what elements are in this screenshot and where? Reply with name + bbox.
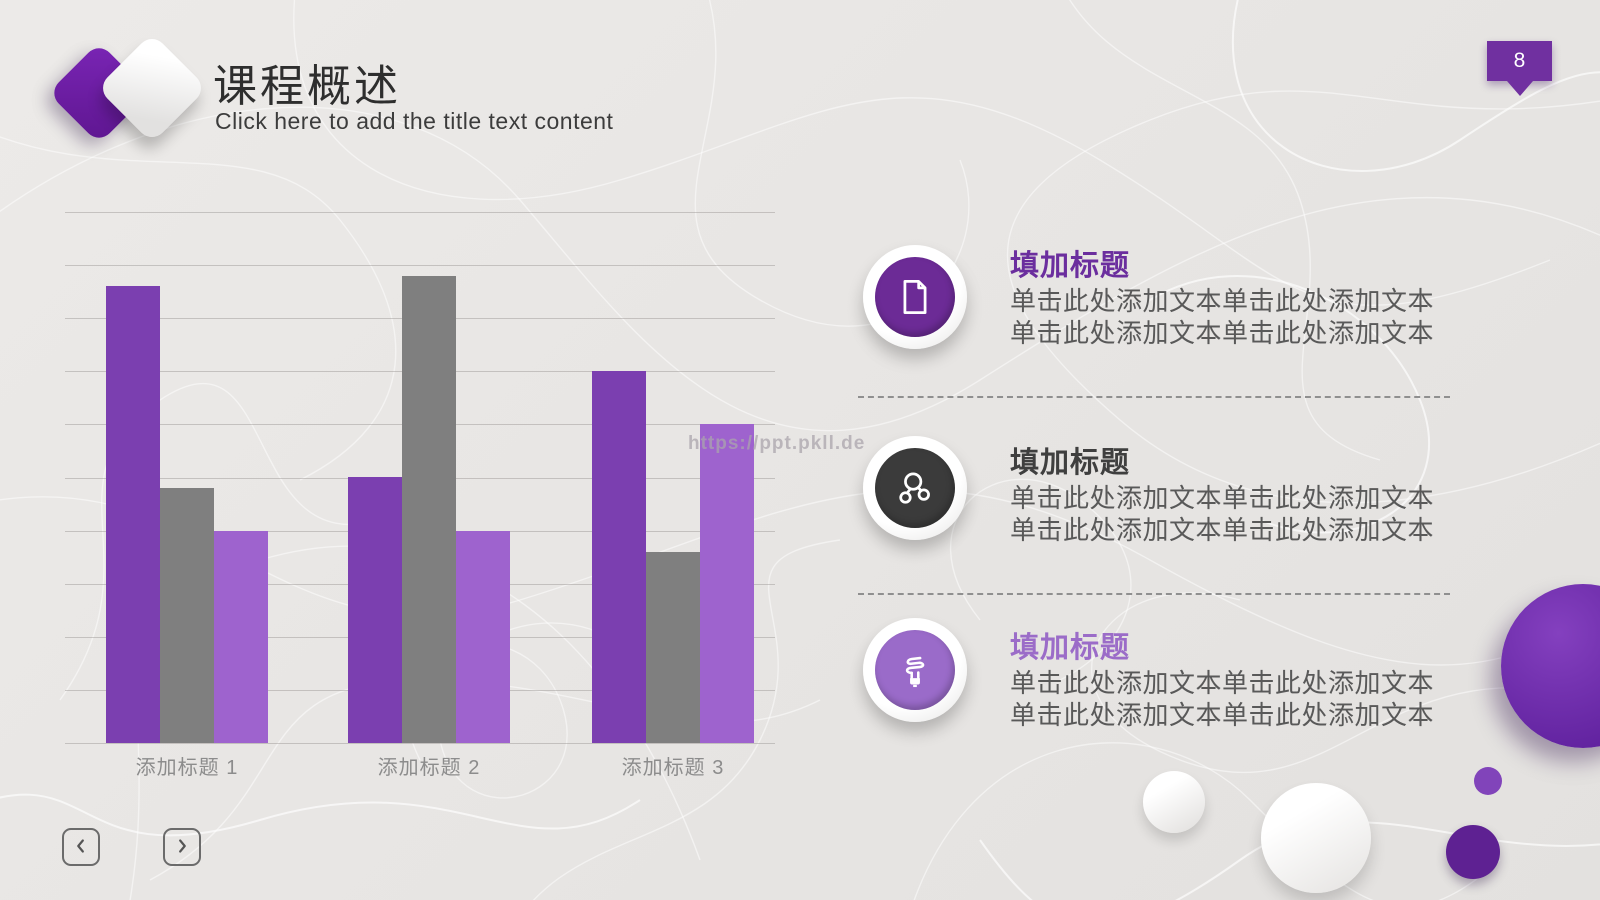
item-title-1: 填加标题	[1010, 250, 1131, 282]
page-number: 8	[1513, 49, 1526, 72]
dashed-divider-2	[858, 593, 1450, 595]
item-body-2: 单击此处添加文本单击此处添加文本 单击此处添加文本单击此处添加文本	[1010, 482, 1434, 546]
item-body-3-line-2: 单击此处添加文本单击此处添加文本	[1010, 700, 1435, 730]
chart-gridline	[65, 212, 775, 213]
bar-gray-group-1	[160, 488, 214, 743]
decor-circle-white-large	[1261, 783, 1371, 893]
page-title: 课程概述	[213, 62, 401, 111]
chart-gridline	[65, 743, 775, 744]
decor-circle-big-purple	[1501, 584, 1600, 748]
chart-gridline	[65, 265, 775, 267]
bar-gray-group-2	[402, 276, 456, 743]
item-body-1-line-1: 单击此处添加文本单击此处添加文本	[1010, 286, 1435, 316]
item-body-3-line-1: 单击此处添加文本单击此处添加文本	[1010, 668, 1435, 698]
bar-chart: 添加标题 1 添加标题 2 添加标题 3	[65, 212, 775, 779]
item-body-3: 单击此处添加文本单击此处添加文本 单击此处添加文本单击此处添加文本	[1010, 667, 1434, 731]
chevron-right-icon	[171, 835, 193, 860]
decor-circle-purple-medium	[1446, 825, 1500, 879]
chart-category-label: 添加标题 3	[621, 757, 725, 779]
next-slide-button[interactable]	[163, 828, 201, 866]
bar-light-purple-group-1	[214, 531, 268, 743]
bar-light-purple-group-3	[700, 424, 754, 743]
prev-slide-button[interactable]	[62, 828, 100, 866]
dashed-divider-1	[858, 396, 1450, 398]
bar-purple-group-3	[592, 371, 646, 743]
document-icon	[875, 257, 955, 337]
page-number-badge-tail	[1507, 81, 1533, 96]
bar-light-purple-group-2	[456, 531, 510, 743]
watermark: https://ppt.pkll.de	[688, 433, 866, 454]
item-body-2-line-2: 单击此处添加文本单击此处添加文本	[1010, 515, 1435, 545]
decor-circle-purple-tiny	[1474, 767, 1502, 795]
bar-gray-group-3	[646, 552, 700, 743]
info-icon-3	[863, 618, 967, 722]
bulb-icon	[875, 630, 955, 710]
molecule-icon	[875, 448, 955, 528]
bar-purple-group-2	[348, 477, 402, 743]
item-body-2-line-1: 单击此处添加文本单击此处添加文本	[1010, 483, 1435, 513]
page-subtitle: Click here to add the title text content	[215, 108, 614, 134]
info-icon-1	[863, 245, 967, 349]
item-title-2: 填加标题	[1010, 447, 1131, 479]
bar-purple-group-1	[106, 286, 160, 743]
chart-category-label: 添加标题 1	[135, 757, 239, 779]
info-icon-2	[863, 436, 967, 540]
item-body-1-line-2: 单击此处添加文本单击此处添加文本	[1010, 318, 1435, 348]
decor-circle-white-small	[1143, 771, 1205, 833]
item-title-3: 填加标题	[1010, 632, 1131, 664]
chart-category-label: 添加标题 2	[377, 757, 481, 779]
page-number-badge: 8	[1487, 41, 1552, 81]
item-body-1: 单击此处添加文本单击此处添加文本 单击此处添加文本单击此处添加文本	[1010, 285, 1434, 349]
chevron-left-icon	[70, 835, 92, 860]
